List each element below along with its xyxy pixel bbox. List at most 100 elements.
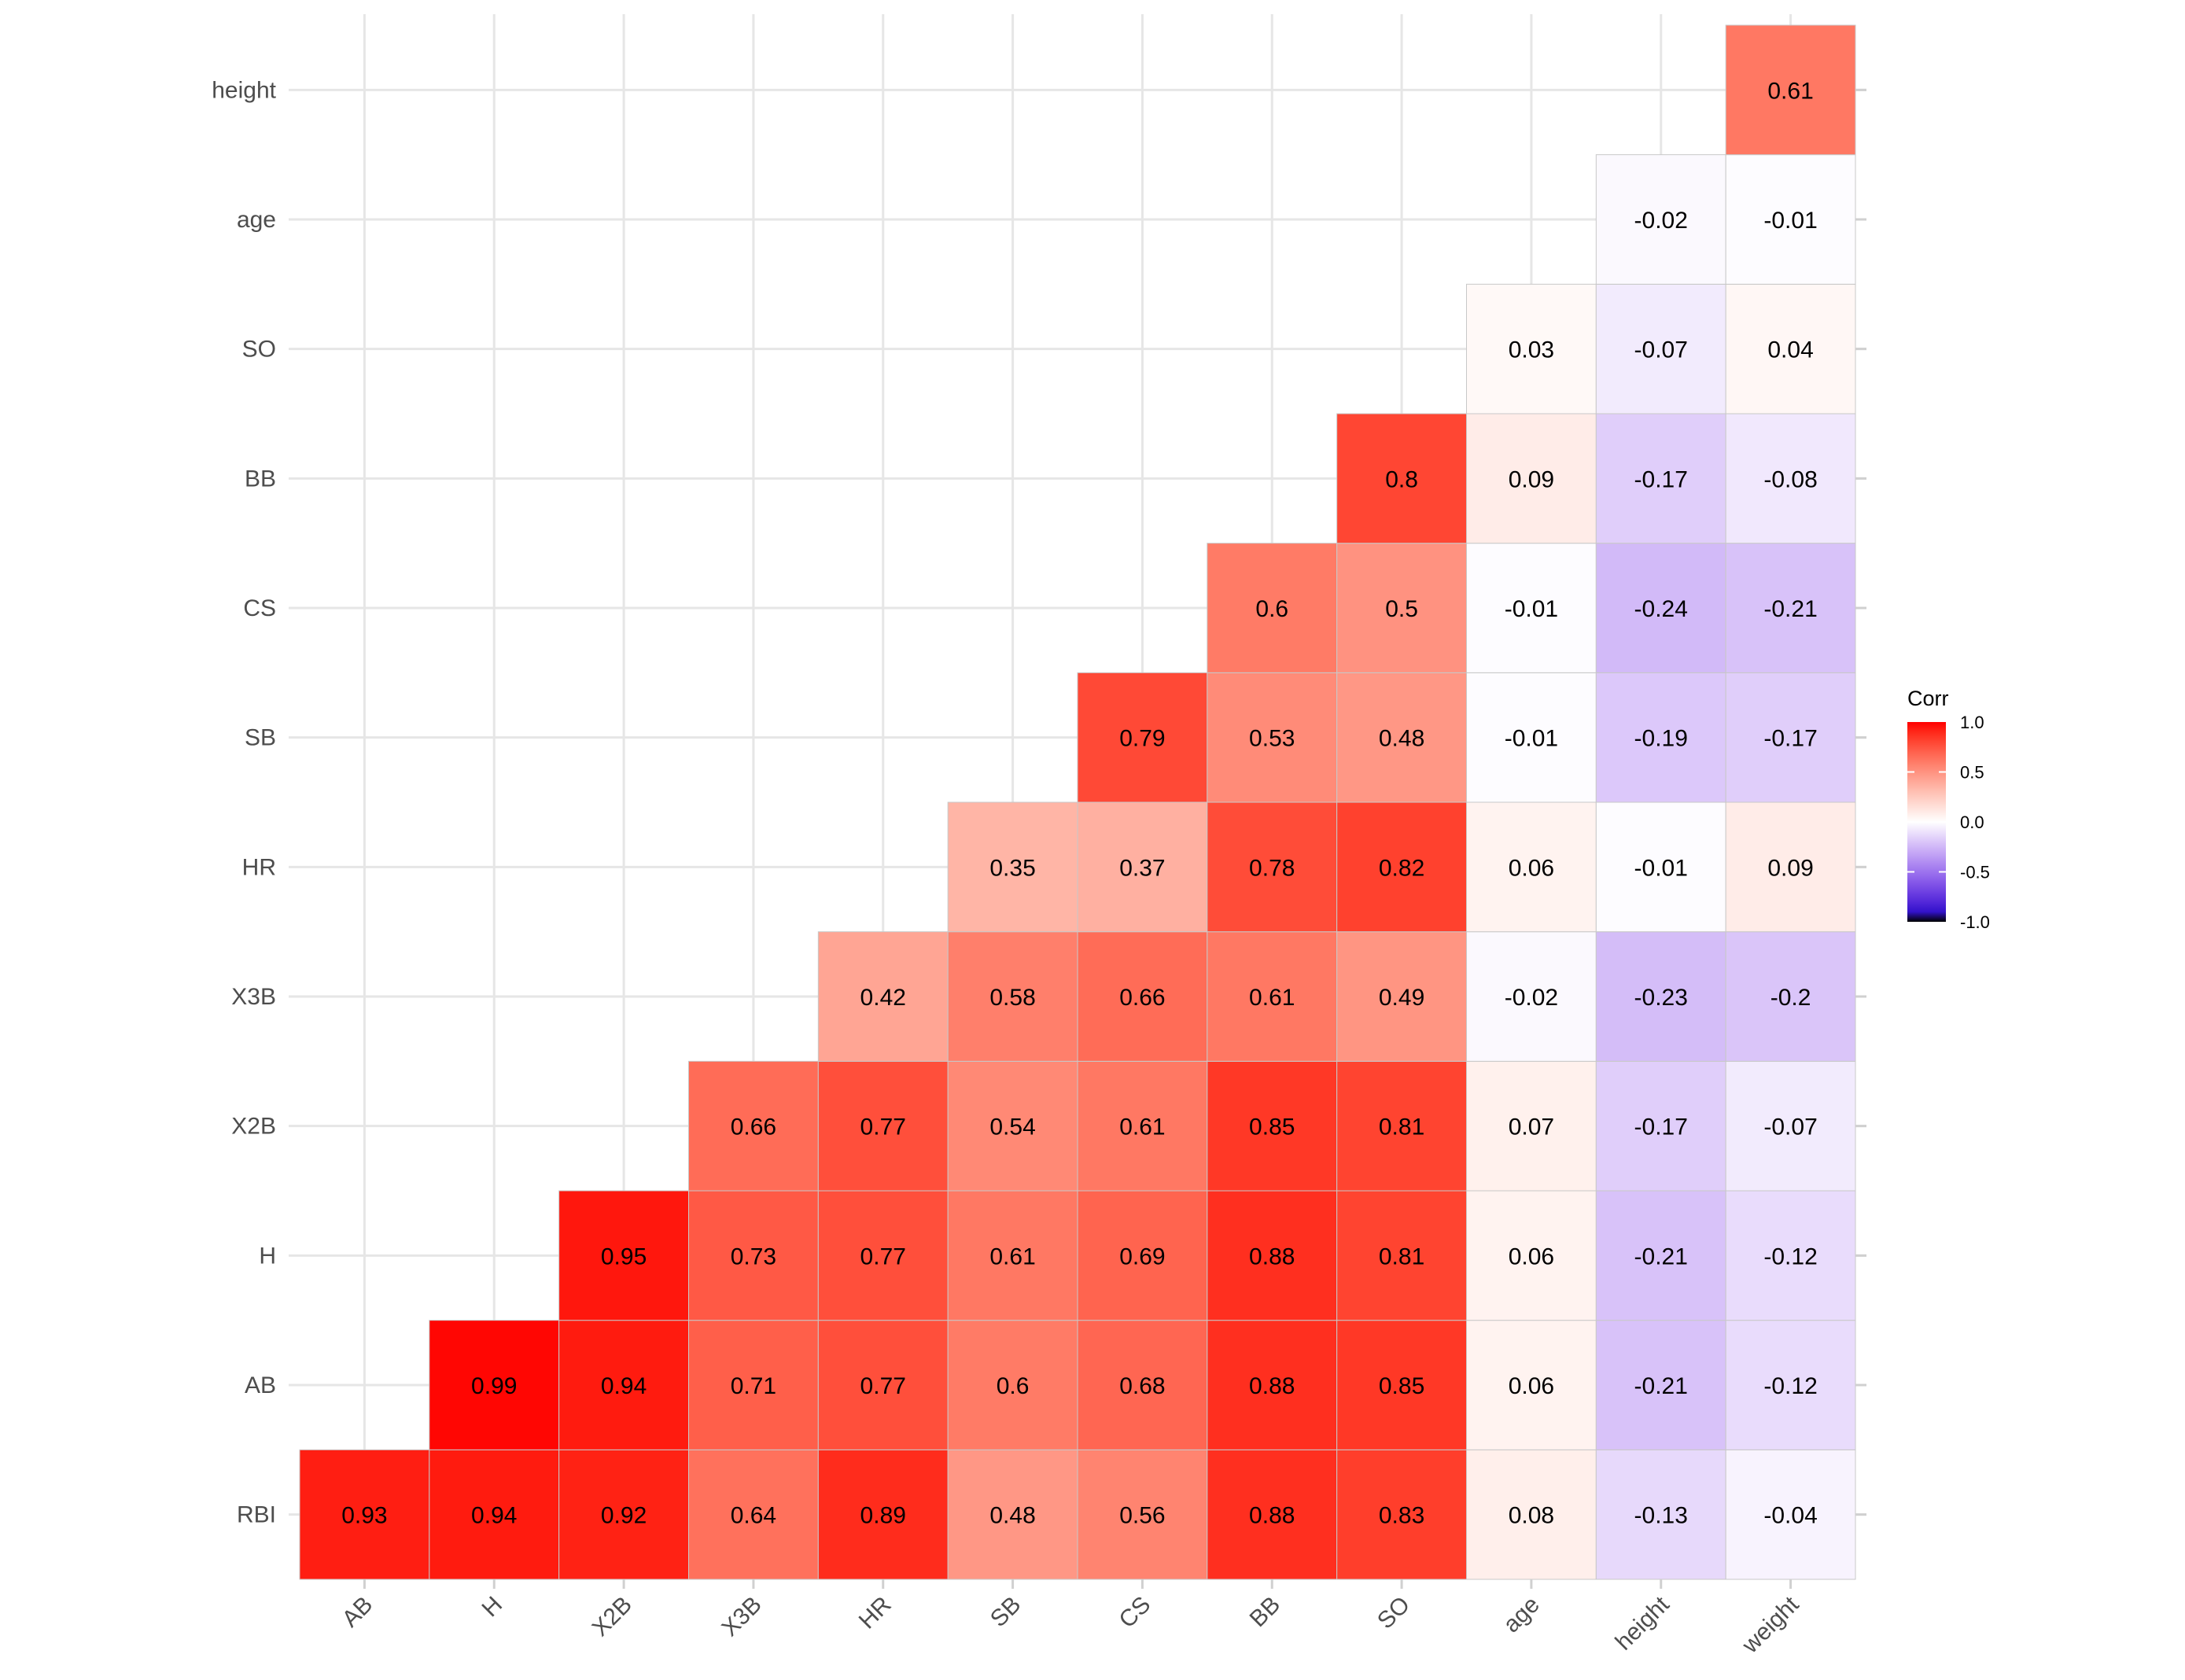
cell-value-label: 0.61 <box>1249 985 1295 1011</box>
y-tick-label: RBI <box>237 1502 276 1528</box>
cell-value-label: 0.06 <box>1509 1373 1554 1399</box>
cell-value-label: 0.88 <box>1249 1373 1295 1399</box>
heatmap-cell <box>1077 931 1208 1062</box>
heatmap-cell <box>1077 1060 1208 1192</box>
cell-value-label: -0.04 <box>1763 1503 1817 1529</box>
y-axis: RBI AB H X2B X3B HR SB CS BB SO age height <box>212 77 1866 1528</box>
cell-value-label: 0.77 <box>860 1373 906 1399</box>
heatmap-cell <box>299 1449 430 1580</box>
x-tick-label: SB <box>986 1592 1026 1633</box>
cell-value-label: 0.81 <box>1379 1114 1424 1140</box>
cell-value-label: 0.04 <box>1767 337 1813 363</box>
x-tick-label: HR <box>854 1592 897 1634</box>
x-tick-label: age <box>1498 1592 1545 1638</box>
heatmap-cell <box>558 1190 690 1321</box>
x-tick-label: weight <box>1737 1591 1804 1659</box>
cell-value-label: 0.09 <box>1767 855 1813 881</box>
cell-value-label: 0.81 <box>1379 1243 1424 1269</box>
cell-value-label: 0.99 <box>471 1373 517 1399</box>
heatmap-cell <box>1466 801 1597 933</box>
heatmap-cell <box>947 1060 1078 1192</box>
heatmap-cell <box>1725 283 1856 414</box>
x-tick-label: X3B <box>717 1592 766 1641</box>
cell-value-label: -0.13 <box>1634 1503 1688 1529</box>
cell-value-label: 0.66 <box>731 1114 776 1140</box>
cell-value-label: -0.12 <box>1763 1243 1817 1269</box>
heatmap-cell <box>429 1320 560 1450</box>
cell-value-label: 0.88 <box>1249 1243 1295 1269</box>
cell-value-label: 0.08 <box>1509 1503 1554 1529</box>
heatmap-cell <box>558 1449 690 1580</box>
cell-value-label: -0.01 <box>1505 726 1558 752</box>
cell-value-label: 0.83 <box>1379 1503 1424 1529</box>
heatmap-cell <box>1207 1320 1338 1450</box>
heatmap-cell <box>1077 1449 1208 1580</box>
heatmap-cell <box>1466 1449 1597 1580</box>
cell-value-label: 0.89 <box>860 1503 906 1529</box>
cell-value-label: 0.73 <box>731 1243 776 1269</box>
legend: Corr 1.0 0.5 0.0 -0.5 -1.0 <box>1907 687 1990 932</box>
cell-value-label: -0.07 <box>1634 337 1688 363</box>
x-tick-label: height <box>1611 1591 1675 1656</box>
cell-value-label: 0.48 <box>989 1503 1035 1529</box>
heatmap-cell <box>1207 1449 1338 1580</box>
cell-value-label: -0.08 <box>1763 466 1817 492</box>
heatmap-cell <box>1077 801 1208 933</box>
cell-labels: 0.93 0.94 0.92 0.64 0.89 0.48 0.56 0.88 0.83 0.08… <box>341 78 1818 1528</box>
cell-value-label: -0.12 <box>1763 1373 1817 1399</box>
legend-tick-label: 0.5 <box>1960 763 1984 783</box>
cell-value-label: -0.19 <box>1634 726 1688 752</box>
cell-value-label: -0.07 <box>1763 1114 1817 1140</box>
heatmap-cell <box>1336 1060 1467 1192</box>
cell-value-label: -0.17 <box>1634 466 1688 492</box>
cell-value-label: 0.77 <box>860 1114 906 1140</box>
cell-value-label: -0.23 <box>1634 985 1688 1011</box>
heatmap-cell <box>817 1190 949 1321</box>
cell-value-label: -0.01 <box>1505 596 1558 622</box>
heatmap-cell <box>1595 543 1726 673</box>
heatmap-cell <box>688 1060 819 1192</box>
heatmap-cell <box>1595 413 1726 544</box>
heatmap-cell <box>1595 931 1726 1062</box>
cell-value-label: 0.61 <box>989 1243 1035 1269</box>
cell-value-label: 0.56 <box>1119 1503 1165 1529</box>
y-tick-label: height <box>212 77 276 103</box>
heatmap-cell <box>817 1320 949 1450</box>
legend-tick-label: 1.0 <box>1960 713 1984 732</box>
cell-value-label: -0.17 <box>1634 1114 1688 1140</box>
cell-value-label: 0.58 <box>989 985 1035 1011</box>
heatmap-cell <box>1595 1190 1726 1321</box>
heatmap-cell <box>1207 931 1338 1062</box>
cell-value-label: 0.78 <box>1249 855 1295 881</box>
cell-value-label: 0.35 <box>989 855 1035 881</box>
heatmap-cell <box>1077 672 1208 803</box>
x-tick-label: BB <box>1245 1592 1286 1633</box>
heatmap-cell <box>1207 1190 1338 1321</box>
cell-value-label: 0.53 <box>1249 726 1295 752</box>
y-tick-label: BB <box>245 466 276 492</box>
y-tick-label: SB <box>245 725 276 751</box>
cell-value-label: 0.64 <box>731 1503 776 1529</box>
heatmap-cell <box>1466 543 1597 673</box>
cell-value-label: -0.21 <box>1634 1243 1688 1269</box>
y-tick-label: H <box>259 1243 276 1269</box>
heatmap-cell <box>1595 672 1726 803</box>
heatmap-cell <box>1725 1060 1856 1192</box>
heatmap-cell <box>1466 283 1597 414</box>
cell-value-label: 0.07 <box>1509 1114 1554 1140</box>
cell-value-label: 0.37 <box>1119 855 1165 881</box>
cell-value-label: 0.61 <box>1767 78 1813 104</box>
heatmap-cell <box>688 1320 819 1450</box>
y-tick-label: HR <box>242 854 276 880</box>
cell-value-label: 0.71 <box>731 1373 776 1399</box>
cell-value-label: -0.02 <box>1505 985 1558 1011</box>
cell-value-label: 0.49 <box>1379 985 1424 1011</box>
heatmap-cell <box>947 931 1078 1062</box>
x-tick-label: H <box>477 1592 508 1623</box>
heatmap-cell <box>1725 1190 1856 1321</box>
heatmap-cell <box>1207 543 1338 673</box>
cell-value-label: 0.88 <box>1249 1503 1295 1529</box>
heatmap-cell <box>1077 1320 1208 1450</box>
cell-value-label: 0.94 <box>601 1373 647 1399</box>
